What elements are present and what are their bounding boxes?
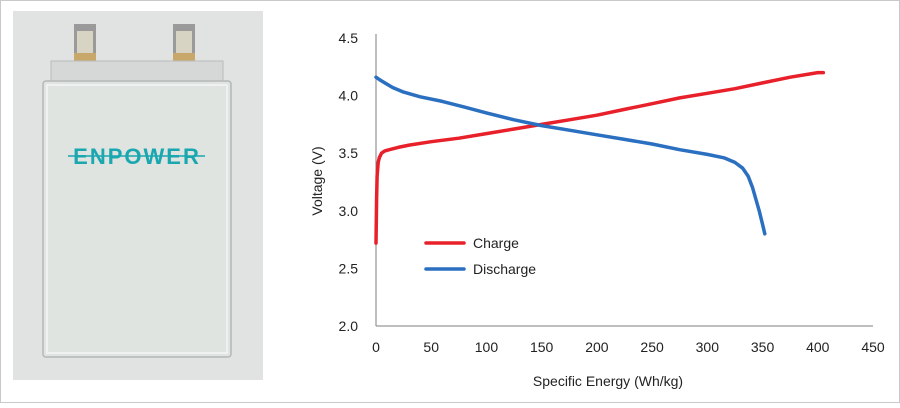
voltage-chart: 0 50 100 150 200 250 300 350 400 450 2.0 2.5 3.0 3.5… [290,0,890,403]
y-tick-label: 2.5 [339,260,359,276]
legend-label-charge: Charge [473,235,519,251]
battery-photo: ENPOWER [13,11,263,380]
y-tick-label: 4.0 [339,88,359,104]
series-layer [374,70,826,245]
pouch-body [42,80,232,358]
x-tick-label: 400 [806,339,830,355]
x-tick-label: 300 [696,339,720,355]
chart-canvas: 0 50 100 150 200 250 300 350 400 450 2.0 2.5 3.0 3.5… [309,30,885,389]
legend-label-discharge: Discharge [473,261,536,277]
series-line-discharge [374,75,767,236]
pouch-cell-image: ENPOWER [42,24,232,358]
y-tick-label: 3.0 [339,203,359,219]
x-tick-label: 200 [585,339,609,355]
y-tick-label: 4.5 [339,30,359,46]
chart-legend: Charge Discharge [424,235,536,277]
y-tick-label: 2.0 [339,318,359,334]
x-tick-label: 350 [751,339,775,355]
y-tick-label: 3.5 [339,145,359,161]
x-axis-title: Specific Energy (Wh/kg) [533,373,683,389]
x-tick-label: 250 [640,339,664,355]
x-tick-label: 0 [372,339,380,355]
x-tick-label: 450 [861,339,885,355]
brand-logo: ENPOWER [73,144,201,169]
y-axis-title: Voltage (V) [309,146,325,215]
x-tick-labels: 0 50 100 150 200 250 300 350 400 450 [372,339,885,355]
y-tick-labels: 2.0 2.5 3.0 3.5 4.0 4.5 [339,30,359,334]
x-tick-label: 100 [475,339,499,355]
x-tick-label: 150 [530,339,554,355]
chart-axes [375,34,873,327]
x-tick-label: 50 [423,339,439,355]
series-line-charge [374,70,826,245]
